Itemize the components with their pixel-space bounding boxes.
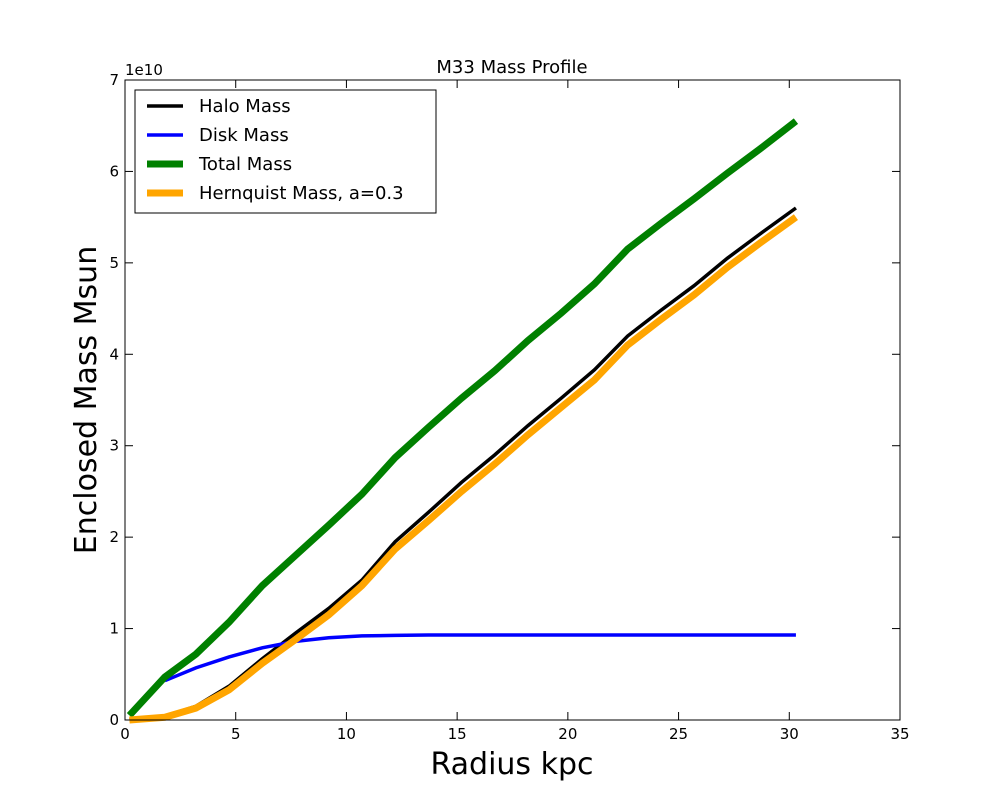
series-line-disk-mass — [164, 633, 796, 683]
y-offset-label: 1e10 — [125, 61, 163, 79]
y-tick-label: 7 — [109, 71, 119, 89]
legend: Halo Mass Disk Mass Total Mass Hernquist Ma… — [134, 89, 437, 214]
legend-label-disk-mass: Disk Mass — [199, 125, 289, 146]
x-axis-title: Radius kpc — [430, 747, 593, 782]
series-layer — [126, 118, 799, 724]
series-line-total-mass — [126, 118, 799, 718]
series-line-hernquist-mass-a-0-3 — [129, 214, 798, 724]
y-tick-label: 3 — [109, 437, 119, 455]
x-tick-label: 30 — [780, 725, 799, 743]
y-tick-label: 6 — [109, 162, 119, 180]
x-tick-label: 15 — [448, 725, 467, 743]
y-tick-label: 4 — [109, 345, 119, 363]
series-line-halo-mass — [129, 206, 797, 722]
plot-frame — [124, 79, 901, 721]
y-tick-label: 2 — [109, 528, 119, 546]
chart-title: M33 Mass Profile — [436, 57, 587, 78]
x-tick-label: 25 — [669, 725, 688, 743]
x-tick-label: 10 — [337, 725, 356, 743]
tick-layer: 0 5 10 15 20 25 30 35 0 1 2 3 4 5 6 7 — [109, 71, 909, 743]
legend-label-total-mass: Total Mass — [198, 154, 292, 175]
y-tick-label: 1 — [109, 620, 119, 638]
legend-label-halo-mass: Halo Mass — [199, 96, 291, 117]
x-tick-label: 5 — [231, 725, 241, 743]
legend-label-hernquist-mass-a-0-3: Hernquist Mass, a=0.3 — [199, 183, 404, 204]
x-tick-label: 20 — [558, 725, 577, 743]
x-tick-label: 0 — [120, 725, 130, 743]
y-tick-label: 5 — [109, 254, 119, 272]
legend-box — [134, 89, 437, 214]
y-tick-label: 0 — [109, 711, 119, 729]
x-tick-label: 35 — [890, 725, 909, 743]
y-axis-title: Enclosed Mass Msun — [69, 246, 104, 554]
